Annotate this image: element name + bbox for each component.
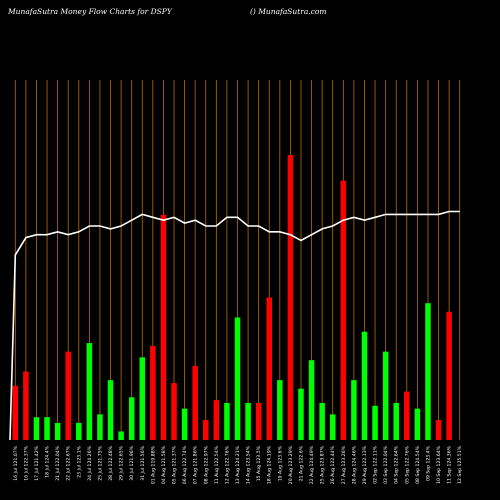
x-tick-label: 29 Aug 122.13% [362,445,368,484]
bar-21 [234,317,241,440]
bar-26 [287,155,294,440]
price-line-layer [9,210,460,441]
bar-23 [255,402,262,440]
bar-6 [76,422,82,440]
x-tick-label: 21 Jul 122.04% [55,445,61,480]
bar-0 [12,385,19,440]
bar-28 [308,360,315,440]
bar-13 [150,345,156,440]
bar-32 [351,380,357,440]
x-tick-label: 28 Aug 124.46% [351,445,357,484]
bar-25 [277,380,283,440]
x-tick-label: 26 Aug 122.44% [330,445,336,484]
x-tick-label: 24 Jul 124.26% [87,445,93,480]
bar-10 [118,431,124,440]
x-tick-label: 22 Aug 124.49% [309,445,315,484]
bar-11 [128,397,135,440]
x-tick-label: 18 Aug 124.19% [267,445,273,484]
bar-18 [203,420,209,440]
x-tick-labels: 16 Jul 121.07% 16 Jul 122.37% 17 Jul 121.4… [13,445,463,484]
x-tick-label: 16 Jul 121.07% [13,445,19,480]
bar-19 [213,400,220,440]
bar-7 [86,343,93,440]
bar-12 [139,357,146,440]
x-tick-label: 04 Sep 122.64% [394,445,400,483]
x-tick-label: 19 Aug 123.6% [277,445,283,481]
x-tick-label: 18 Jul 124.4% [45,445,51,477]
x-tick-label: 07 Aug 121.86% [193,445,199,484]
bar-27 [298,388,304,440]
x-tick-label: 25 Aug 123.87% [320,445,326,484]
x-tick-label: 30 Jul 121.96% [129,445,135,480]
x-tick-label: 10 Sep 123.64% [436,445,442,483]
x-tick-label: 29 Jul 122.65% [119,445,125,480]
x-tick-label: 08 Aug 122.97% [203,445,209,484]
x-tick-label: 27 Aug 123.26% [341,445,347,484]
bar-1 [23,371,29,440]
bar-36 [393,402,399,440]
x-tick-label: 25 Jul 121.75% [97,445,103,480]
x-tick-label: 03 Sep 122.04% [383,445,389,483]
bar-39 [425,303,431,440]
x-tick-label: 31 Jul 121.56% [140,445,146,480]
x-tick-label: 11 Sep 124.36% [447,445,453,483]
x-tick-label: 05 Sep 122.76% [404,445,410,483]
bar-30 [329,414,336,440]
x-tick-label: 06 Aug 122.74% [182,445,188,484]
bar-24 [266,297,272,440]
bar-37 [404,391,410,440]
bar-4 [54,422,61,440]
bar-29 [319,402,325,440]
x-tick-label: 14 Aug 123.54% [246,445,252,484]
bar-41 [446,311,452,440]
bar-2 [33,417,40,440]
bar-31 [340,180,347,440]
x-tick-label: 05 Aug 121.37% [172,445,178,484]
x-tick-label: 09 Sep 123.4% [425,445,431,481]
bar-16 [181,408,188,440]
bar-14 [160,214,167,440]
x-tick-label: 16 Jul 122.37% [23,445,29,480]
x-tick-label: 04 Aug 121.58% [161,445,167,484]
x-tick-label: 21 Aug 122.6% [298,445,304,481]
x-tick-label: 11 Aug 122.54% [214,445,220,484]
x-tick-label: 17 Jul 121.42% [34,445,40,480]
bar-3 [44,417,50,440]
bar-22 [245,402,251,440]
bar-33 [361,331,368,440]
bar-8 [97,414,103,440]
x-tick-label: 12 Sep 125.51% [457,445,463,483]
x-tick-label: 22 Jul 122.67% [66,445,72,480]
bar-5 [65,351,71,440]
bar-35 [382,351,389,440]
bar-20 [224,402,230,440]
x-tick-label: 28 Jul 122.48% [108,445,114,480]
x-tick-label: 13 Aug 124.21% [235,445,241,484]
bar-9 [107,380,114,440]
price-line [9,210,460,441]
x-tick-label: 20 Aug 123.29% [288,445,294,484]
bar-38 [414,408,421,440]
x-tick-label: 12 Aug 122.76% [224,445,230,484]
x-tick-label: 23 Jul 123.1% [76,445,82,477]
x-tick-label: 08 Sep 124.54% [415,445,421,483]
bar-40 [435,420,442,440]
x-tick-label: 15 Aug 123.5% [256,445,262,481]
chart-title: MunafaSutra Money Flow Charts for DSPY [8,7,172,16]
bars [12,155,452,440]
x-tick-label: 02 Sep 122.11% [373,445,379,483]
bar-15 [171,383,177,440]
bar-17 [192,365,198,440]
x-tick-label: 01 Aug 119.88% [150,445,156,484]
site-credit: () MunafaSutra.com [250,7,327,16]
bar-34 [372,405,378,440]
